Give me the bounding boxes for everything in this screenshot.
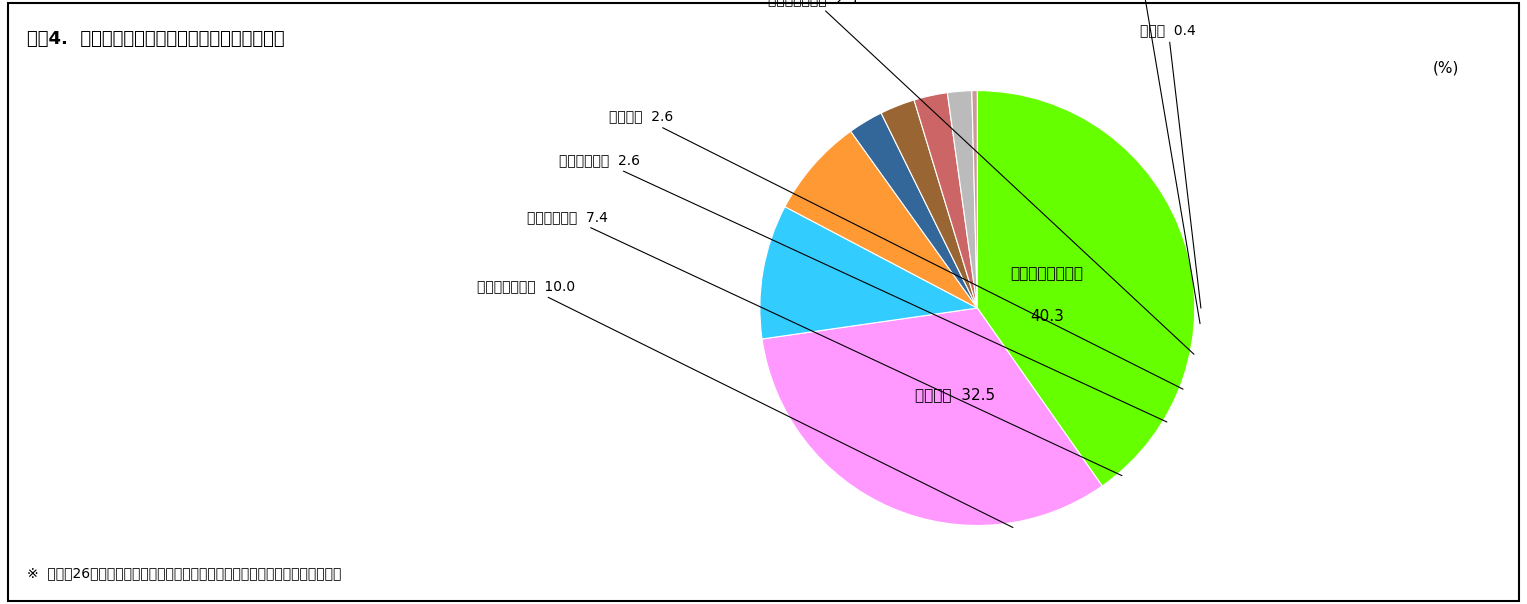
Text: その他  0.4: その他 0.4 [1141,23,1200,308]
Wedge shape [881,100,977,308]
Wedge shape [971,91,977,308]
Wedge shape [851,113,977,308]
Text: (%): (%) [1432,60,1458,76]
Wedge shape [947,91,977,308]
Text: 40.3: 40.3 [1029,309,1064,324]
Text: 特定非営利法人  1.8: 特定非営利法人 1.8 [1096,0,1200,324]
Text: 地方公共団体  2.6: 地方公共団体 2.6 [559,153,1167,422]
Wedge shape [977,91,1194,486]
Wedge shape [915,92,977,308]
Text: 社会福祉法人  7.4: 社会福祉法人 7.4 [527,210,1122,476]
Text: 社団・財団法人  10.0: 社団・財団法人 10.0 [476,279,1012,527]
Text: 図表4.  訪問看護ステーションの開設主体別の割合: 図表4. 訪問看護ステーションの開設主体別の割合 [27,30,286,48]
Text: 日本赤十字社等  2.5: 日本赤十字社等 2.5 [768,0,1194,355]
Text: 協同組合  2.6: 協同組合 2.6 [609,110,1183,389]
Wedge shape [760,207,977,339]
Text: ※  「平成26年介護サービス施設・事業所調査」（厚生労働省）より、筆者作成: ※ 「平成26年介護サービス施設・事業所調査」（厚生労働省）より、筆者作成 [27,566,342,580]
Wedge shape [762,308,1102,525]
Text: 医療法人  32.5: 医療法人 32.5 [916,388,996,402]
Wedge shape [785,131,977,308]
Text: 営利法人（会社）: 営利法人（会社） [1011,266,1083,281]
